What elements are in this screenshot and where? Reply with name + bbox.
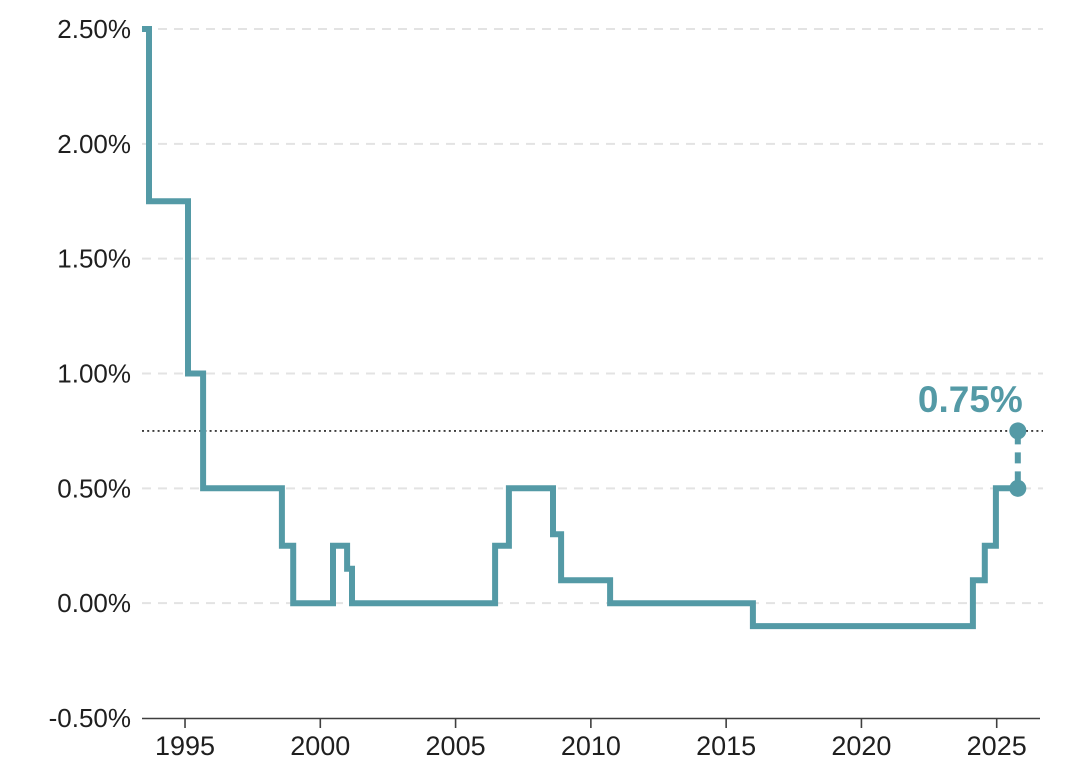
- y-axis-label: 2.50%: [57, 14, 131, 44]
- y-axis-label: 0.50%: [57, 473, 131, 503]
- y-axis-label: 0.00%: [57, 588, 131, 618]
- rate-step-line: [142, 26, 1018, 630]
- x-axis-label: 2005: [426, 731, 486, 761]
- x-axis-label: 2000: [290, 731, 350, 761]
- projected-rate-dot: [1009, 422, 1027, 440]
- y-axis-label: 2.00%: [57, 129, 131, 159]
- y-axis-label: 1.50%: [57, 244, 131, 274]
- rate-end-dot: [1009, 479, 1027, 497]
- x-axis-label: 2010: [561, 731, 621, 761]
- x-axis-label: 2025: [967, 731, 1027, 761]
- x-axis-label: 1995: [155, 731, 215, 761]
- x-axis-label: 2020: [831, 731, 891, 761]
- projected-rate-label: 0.75%: [918, 379, 1023, 420]
- y-axis-label: 1.00%: [57, 359, 131, 389]
- x-axis-label: 2015: [696, 731, 756, 761]
- y-axis-label: -0.50%: [49, 703, 131, 733]
